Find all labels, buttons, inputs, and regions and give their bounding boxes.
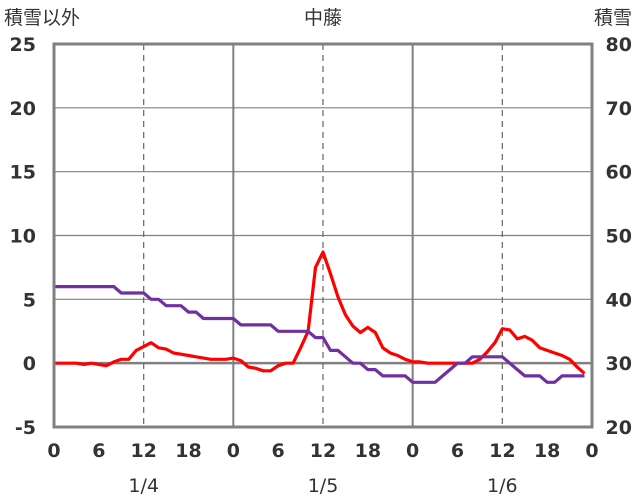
right-tick-label: 20 bbox=[606, 417, 632, 439]
right-tick-label: 60 bbox=[606, 162, 632, 184]
x-tick-label: 12 bbox=[130, 440, 156, 462]
x-tick-label: 18 bbox=[355, 440, 381, 462]
left-tick-label: 10 bbox=[10, 226, 36, 248]
left-tick-label: 5 bbox=[23, 289, 36, 311]
series-line-1 bbox=[54, 250, 586, 375]
left-tick-label: 20 bbox=[10, 98, 36, 120]
chart-title: 中藤 bbox=[304, 7, 342, 29]
day-labels: 1/4 1/5 1/6 bbox=[128, 475, 517, 497]
left-tick-label: 0 bbox=[23, 353, 36, 375]
right-axis-label: 積雪 bbox=[594, 7, 632, 29]
x-tick-label: 0 bbox=[47, 440, 60, 462]
day-label: 1/6 bbox=[487, 475, 518, 497]
x-tick-label: 0 bbox=[406, 440, 419, 462]
right-tick-label: 50 bbox=[606, 226, 632, 248]
right-tick-label: 40 bbox=[606, 289, 632, 311]
x-tick-label: 6 bbox=[92, 440, 105, 462]
left-axis-ticks: 25 20 15 10 5 0 -5 bbox=[10, 34, 36, 439]
x-tick-label: 18 bbox=[534, 440, 560, 462]
x-tick-label: 12 bbox=[489, 440, 515, 462]
right-axis-ticks: 80 70 60 50 40 30 20 bbox=[606, 34, 632, 439]
day-label: 1/4 bbox=[128, 475, 159, 497]
series-group bbox=[54, 250, 586, 384]
right-tick-label: 30 bbox=[606, 353, 632, 375]
x-tick-label: 0 bbox=[227, 440, 240, 462]
grid bbox=[54, 44, 592, 427]
x-tick-label: 18 bbox=[175, 440, 201, 462]
x-tick-label: 12 bbox=[310, 440, 336, 462]
x-tick-label: 0 bbox=[585, 440, 598, 462]
left-tick-label: -5 bbox=[15, 417, 36, 439]
series-line-2 bbox=[54, 285, 585, 384]
x-tick-label: 6 bbox=[451, 440, 464, 462]
right-tick-label: 70 bbox=[606, 98, 632, 120]
day-label: 1/5 bbox=[308, 475, 339, 497]
left-axis-label: 積雪以外 bbox=[4, 7, 80, 29]
left-tick-label: 15 bbox=[10, 162, 36, 184]
right-tick-label: 80 bbox=[606, 34, 632, 56]
left-tick-label: 25 bbox=[10, 34, 36, 56]
x-tick-label: 6 bbox=[272, 440, 285, 462]
x-axis-ticks: 0 6 12 18 0 6 12 18 0 6 12 18 0 bbox=[47, 440, 598, 462]
plot-frame bbox=[52, 42, 594, 429]
